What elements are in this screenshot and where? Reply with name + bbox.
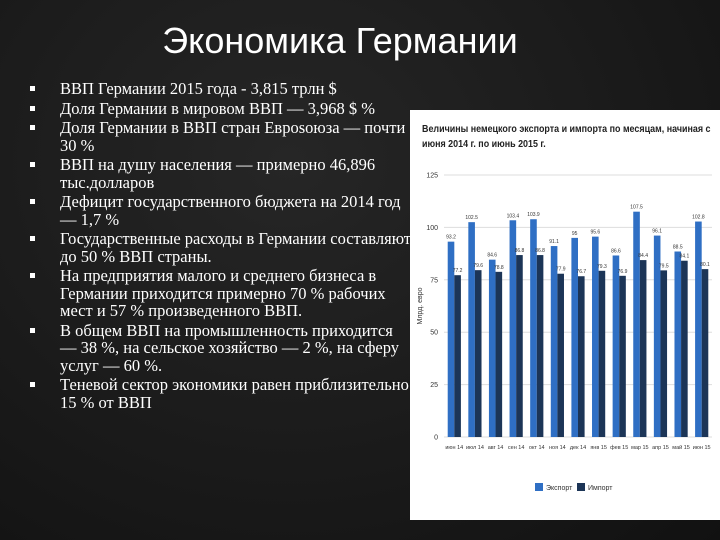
bullet: ВВП Германии 2015 года - 3,815 трлн $ <box>26 80 411 98</box>
x-tick-label: ноя 14 <box>549 445 566 451</box>
bullet: В общем ВВП на промышленность приходится… <box>26 321 411 375</box>
chart: Млрд. евро 0 25 50 75 100 125 июн 14 93.2 77.2 июл… <box>417 173 712 492</box>
legend-swatch <box>535 483 543 491</box>
legend-label: Импорт <box>588 485 613 492</box>
y-axis-label: Млрд. евро <box>417 287 424 324</box>
bar <box>557 273 564 437</box>
x-tick-label: июн 14 <box>445 445 463 451</box>
value-label: 93.2 <box>446 235 456 241</box>
y-tick-label: 50 <box>430 330 438 337</box>
value-label: 86.6 <box>611 248 621 254</box>
value-label: 77.2 <box>453 268 463 274</box>
bar <box>474 270 482 437</box>
x-tick-label: сен 14 <box>508 445 525 451</box>
value-label: 95 <box>572 231 578 237</box>
y-tick-label: 125 <box>426 173 438 180</box>
value-label: 80.1 <box>700 262 710 268</box>
bar <box>612 255 620 437</box>
bar <box>695 221 702 437</box>
value-label: 102.5 <box>465 215 478 221</box>
value-label: 102.8 <box>692 215 705 221</box>
value-label: 84.6 <box>487 253 497 259</box>
x-tick-label: янв 15 <box>590 445 607 451</box>
bar <box>536 255 544 437</box>
value-label: 78.8 <box>494 265 504 271</box>
y-tick-label: 100 <box>426 225 438 232</box>
bar <box>571 237 578 437</box>
bar <box>516 255 523 437</box>
value-label: 79.6 <box>473 263 483 269</box>
y-tick-label: 75 <box>430 277 438 284</box>
bar <box>509 220 517 437</box>
bar <box>488 259 496 437</box>
bar <box>578 276 585 437</box>
bar <box>701 269 709 437</box>
value-label: 76.7 <box>576 269 586 275</box>
bar <box>447 241 455 437</box>
value-label: 77.9 <box>556 267 566 273</box>
bullet-list: ВВП Германии 2015 года - 3,815 трлн $ Дол… <box>26 80 411 413</box>
bullet: Доля Германии в ВВП стран Еврosоюза — по… <box>26 119 411 154</box>
value-label: 91.1 <box>549 239 559 245</box>
bullet: Теневой сектор экономики равен приблизит… <box>26 376 411 411</box>
bar <box>598 270 606 437</box>
value-label: 95.6 <box>590 230 600 236</box>
bullet: Дефицит государственного бюджета на 2014… <box>26 193 411 228</box>
slide-title: Экономика Германии <box>162 20 518 61</box>
bar <box>681 260 688 437</box>
x-tick-label: фев 15 <box>610 445 628 451</box>
value-label: 103.9 <box>527 212 540 218</box>
bar <box>468 222 475 437</box>
bullet: Доля Германии в мировом ВВП — 3,968 $ % <box>26 99 411 118</box>
bar <box>495 271 503 437</box>
legend-label: Экспорт <box>546 485 573 492</box>
bullet: ВВП на душу населения — примерно 46,896 … <box>26 156 411 191</box>
value-label: 84.4 <box>638 253 648 259</box>
legend-swatch <box>577 483 585 491</box>
chart-image: Величины немецкого экспорта и импорта по… <box>410 110 720 520</box>
value-label: 86.8 <box>535 248 545 254</box>
bullet: На предприятия малого и среднего бизнеса… <box>26 267 411 320</box>
bar <box>653 235 661 437</box>
y-tick-label: 25 <box>430 382 438 389</box>
bar <box>550 246 558 437</box>
bullet: Государственные расходы в Германии соста… <box>26 230 411 265</box>
x-tick-label: мар 15 <box>631 445 649 451</box>
bar <box>619 275 626 437</box>
bar <box>633 211 640 437</box>
x-tick-label: июн 15 <box>693 445 711 451</box>
bar <box>592 236 599 437</box>
value-label: 84.1 <box>680 254 690 260</box>
value-label: 107.5 <box>630 205 643 211</box>
x-tick-label: май 15 <box>672 444 690 451</box>
value-label: 88.5 <box>673 245 683 251</box>
value-label: 79.5 <box>659 263 669 269</box>
bar <box>639 260 647 437</box>
x-tick-label: авг 14 <box>488 445 504 451</box>
value-label: 103.4 <box>507 213 520 219</box>
bar <box>660 270 668 437</box>
bar <box>674 251 682 437</box>
value-label: 79.3 <box>597 264 607 270</box>
x-tick-label: июл 14 <box>466 445 484 451</box>
bar <box>454 275 461 437</box>
bar <box>530 219 537 437</box>
x-tick-label: апр 15 <box>652 445 669 451</box>
value-label: 96.1 <box>652 229 662 235</box>
x-tick-label: окт 14 <box>529 445 545 451</box>
chart-title: Величины немецкого экспорта и импорта по… <box>422 123 711 150</box>
value-label: 76.9 <box>618 269 628 275</box>
y-tick-label: 0 <box>434 435 438 442</box>
value-label: 86.8 <box>515 248 525 254</box>
x-tick-label: дек 14 <box>570 445 586 451</box>
